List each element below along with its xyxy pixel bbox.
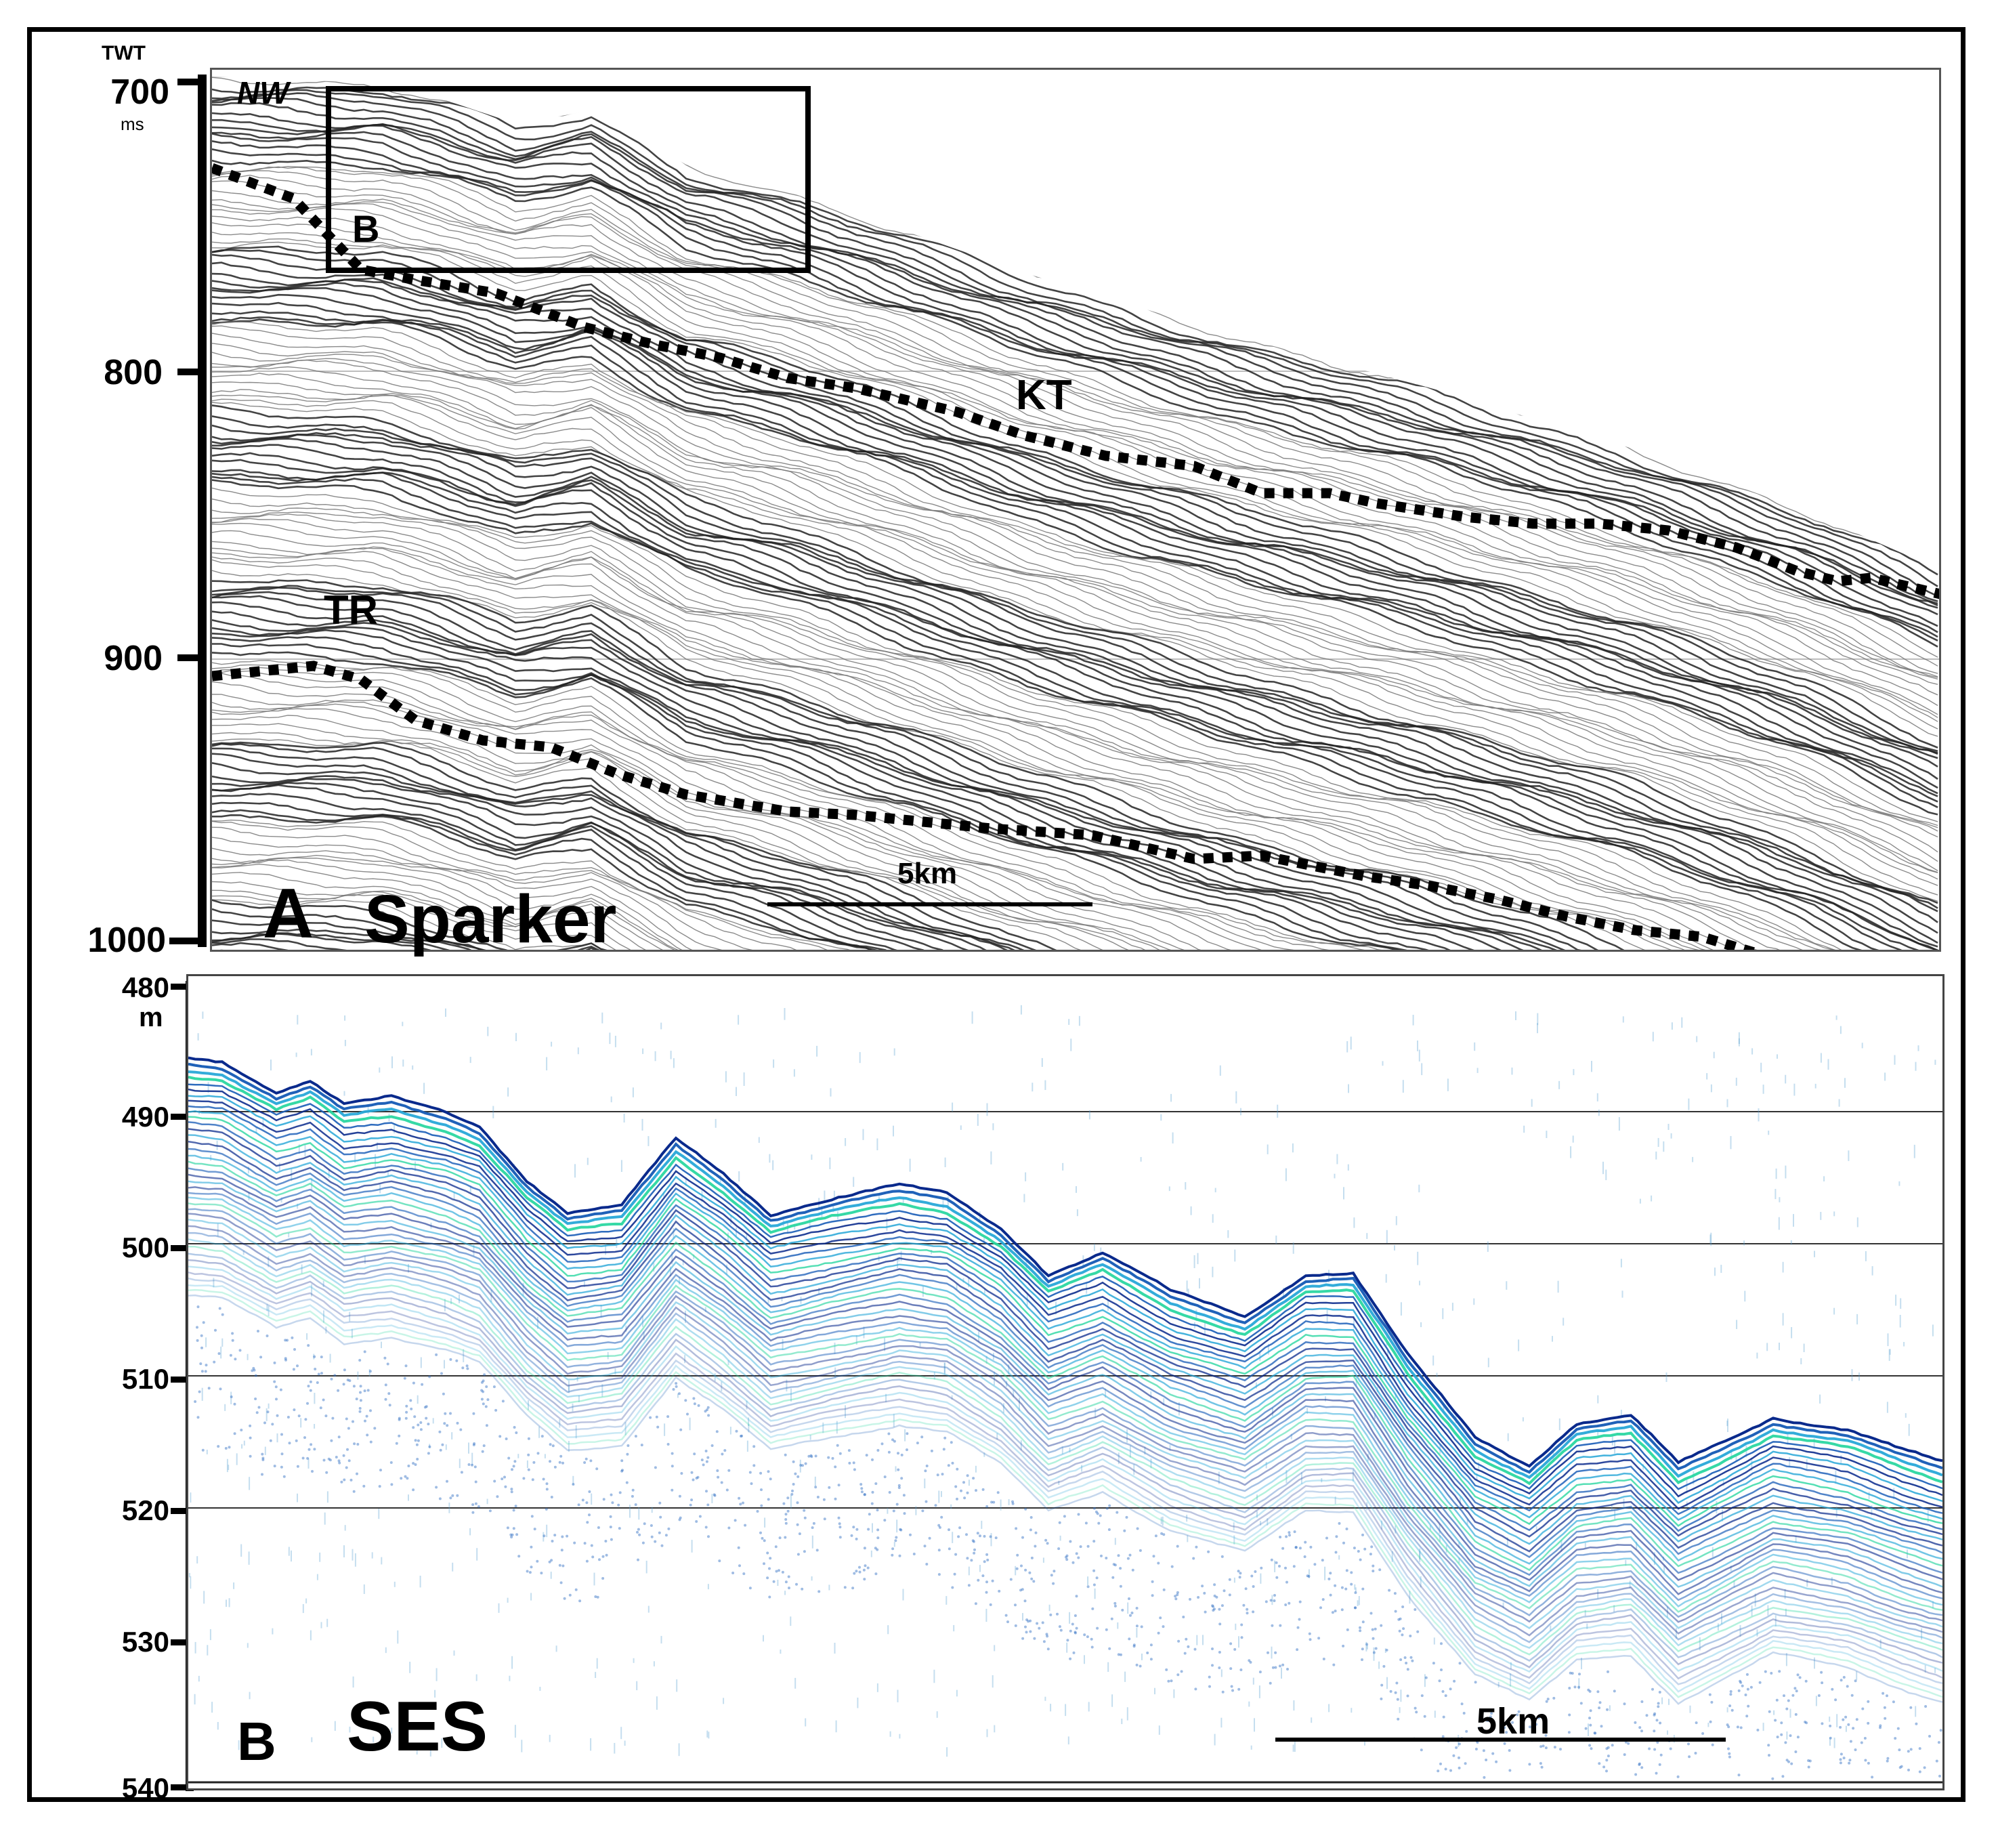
- panel-a-method-label: Sparker: [364, 881, 617, 957]
- panel-b-tick-480: 480: [121, 971, 169, 1003]
- panel-b-tickmark-530: [171, 1639, 187, 1645]
- panel-b-tick-500: 500: [121, 1232, 169, 1263]
- panel-b-letter: B: [237, 1711, 276, 1771]
- panel-b-tickmark-480: [171, 984, 187, 990]
- panel-a-scale-label: 5km: [897, 857, 958, 890]
- sparker-seismic-profile: [210, 68, 1941, 952]
- horizon-label-tr: TR: [324, 587, 378, 633]
- panel-a-tickmark-900: [177, 654, 199, 661]
- panel-a-axis-header: TWT: [102, 42, 146, 64]
- panel-b-tickmark-540: [171, 1784, 187, 1790]
- panel-a-direction-label: NW: [237, 75, 289, 110]
- panel-a-tickmark-700: [177, 79, 199, 85]
- panel-b-tick-510: 510: [121, 1363, 169, 1395]
- panel-b-tick-490: 490: [121, 1101, 169, 1133]
- panel-a-tick-800: 800: [104, 353, 163, 392]
- panel-b-tickmark-520: [171, 1508, 187, 1514]
- panel-a-axis-unit: ms: [121, 114, 144, 134]
- ses-subbottom-profile: [186, 974, 1944, 1790]
- panel-b-tickmark-500: [171, 1245, 187, 1251]
- panel-b-tickmark-490: [171, 1114, 187, 1120]
- panel-b-method-label: SES: [347, 1687, 488, 1766]
- panel-b-tick-520: 520: [121, 1494, 169, 1526]
- panel-b-tickmark-510: [171, 1377, 187, 1383]
- figure-frame: [27, 27, 1965, 1802]
- panel-b-tick-540: 540: [121, 1772, 169, 1804]
- sparker-reflector-svg: [212, 70, 1939, 950]
- panel-a-letter: A: [263, 875, 314, 953]
- panel-a-inset-label: B: [352, 207, 380, 250]
- panel-a-tick-900: 900: [104, 639, 163, 678]
- panel-a-tick-700: 700: [110, 72, 169, 112]
- panel-a-tick-1000: 1000: [87, 921, 166, 960]
- panel-a-tickmark-800: [177, 369, 199, 375]
- ses-reflector-svg: [188, 1005, 1942, 1784]
- panel-b-axis-unit: m: [139, 1003, 163, 1032]
- horizon-label-kt: KT: [1016, 372, 1072, 419]
- panel-a-tickmark-1000: [169, 938, 199, 944]
- panel-b-tick-530: 530: [121, 1626, 169, 1658]
- panel-a-depth-axis: [198, 75, 207, 947]
- panel-b-scale-label: 5km: [1476, 1701, 1550, 1742]
